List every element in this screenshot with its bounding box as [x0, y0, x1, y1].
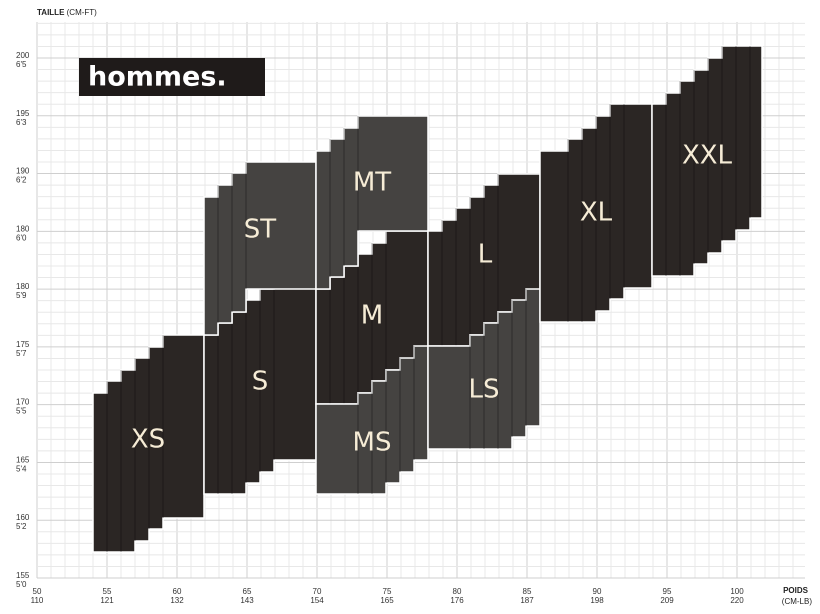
y-axis-name: TAILLE: [37, 8, 65, 17]
y-tick-cm: 170: [16, 398, 30, 407]
y-tick-cm: 180: [16, 282, 30, 291]
y-tick-ft: 6'0: [16, 233, 27, 242]
y-tick-ft: 5'4: [16, 464, 27, 473]
y-tick-ft: 5'9: [16, 291, 27, 300]
y-axis-unit: (CM-FT): [67, 8, 98, 17]
size-label: L: [478, 240, 493, 270]
x-tick-lb: 132: [170, 596, 184, 605]
size-label: XXL: [682, 141, 733, 171]
x-tick-lb: 198: [590, 596, 604, 605]
badge: hommes.: [88, 62, 227, 93]
size-regions: [92, 45, 763, 553]
x-tick-kg: 85: [523, 587, 532, 596]
y-tick-ft: 6'2: [16, 176, 27, 185]
y-tick-cm: 180: [16, 224, 30, 233]
x-axis-unit: (CM-LB): [782, 597, 813, 606]
size-label: LS: [469, 375, 500, 405]
x-tick-kg: 60: [173, 587, 182, 596]
x-axis-title: POIDS: [783, 586, 809, 595]
size-label: ST: [244, 215, 277, 245]
x-tick-kg: 100: [730, 587, 744, 596]
badge-box: [79, 58, 265, 96]
x-tick-lb: 187: [520, 596, 534, 605]
x-tick-kg: 65: [243, 587, 252, 596]
x-tick-lb: 220: [730, 596, 744, 605]
x-tick-kg: 95: [663, 587, 672, 596]
x-tick-lb: 121: [100, 596, 114, 605]
y-tick-ft: 5'5: [16, 407, 27, 416]
x-tick-lb: 154: [310, 596, 324, 605]
size-label: XS: [131, 425, 165, 455]
size-label: MS: [353, 428, 392, 458]
y-tick-ft: 6'5: [16, 60, 27, 69]
size-label: MT: [353, 168, 391, 198]
x-tick-kg: 55: [103, 587, 112, 596]
size-label: S: [252, 367, 269, 397]
size-label: M: [361, 301, 383, 331]
x-tick-lb: 110: [31, 596, 44, 605]
x-tick-kg: 50: [33, 587, 42, 596]
y-tick-cm: 165: [16, 455, 30, 464]
size-region: [651, 45, 763, 277]
y-tick-cm: 200: [16, 51, 30, 60]
x-tick-lb: 176: [450, 596, 464, 605]
y-tick-cm: 195: [16, 109, 30, 118]
y-tick-ft: 5'2: [16, 522, 27, 531]
x-tick-kg: 75: [383, 587, 392, 596]
x-tick-lb: 165: [380, 596, 394, 605]
size-label: XL: [580, 198, 613, 228]
y-tick-cm: 175: [16, 340, 30, 349]
y-tick-ft: 5'0: [16, 580, 27, 589]
y-tick-ft: 5'7: [16, 349, 27, 358]
x-tick-lb: 143: [240, 596, 254, 605]
x-tick-kg: 80: [453, 587, 462, 596]
x-tick-kg: 70: [313, 587, 322, 596]
x-tick-kg: 90: [593, 587, 602, 596]
y-axis-title: TAILLE (CM-FT): [37, 8, 97, 17]
y-tick-cm: 190: [16, 167, 30, 176]
x-tick-lb: 209: [660, 596, 674, 605]
y-tick-cm: 160: [16, 513, 30, 522]
y-tick-ft: 6'3: [16, 118, 27, 127]
y-tick-cm: 155: [16, 571, 30, 580]
size-region: [427, 288, 541, 450]
